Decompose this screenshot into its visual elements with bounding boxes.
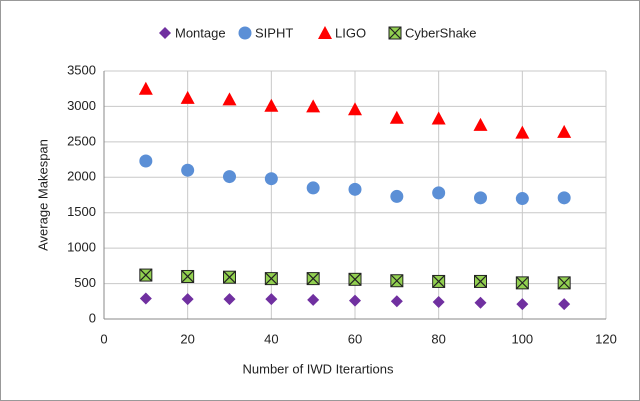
- point-part: [515, 276, 529, 290]
- y-tick-label: 3500: [67, 62, 96, 77]
- point: [388, 26, 402, 40]
- point: [515, 192, 529, 206]
- point: [223, 170, 236, 184]
- point-part: [474, 275, 487, 288]
- point: [238, 26, 252, 40]
- x-tick-label: 20: [180, 331, 194, 346]
- point: [180, 90, 195, 104]
- point: [349, 294, 361, 307]
- point: [306, 272, 320, 286]
- point: [265, 293, 278, 306]
- point: [264, 172, 278, 186]
- x-axis-title: Number of IWD Iterartions: [243, 361, 394, 376]
- point: [432, 186, 446, 200]
- point: [557, 276, 571, 290]
- point: [264, 98, 279, 112]
- point: [516, 298, 529, 311]
- point: [431, 111, 446, 125]
- point-part: [557, 276, 571, 290]
- point: [515, 276, 529, 290]
- point: [307, 293, 320, 306]
- point: [473, 117, 488, 131]
- x-tick-label: 0: [100, 331, 107, 346]
- x-tick-label: 60: [348, 331, 362, 346]
- point: [181, 163, 195, 177]
- x-tick-label: 80: [431, 331, 445, 346]
- point-part: [306, 272, 320, 286]
- point: [348, 272, 362, 286]
- y-tick-label: 1000: [67, 240, 96, 255]
- point: [390, 295, 403, 308]
- point-part: [432, 275, 446, 288]
- y-tick-label: 0: [89, 310, 96, 325]
- legend-label: Montage: [175, 25, 226, 40]
- point: [389, 110, 404, 124]
- point: [159, 27, 171, 39]
- y-tick-label: 2000: [67, 169, 96, 184]
- point: [432, 274, 446, 288]
- point-part: [223, 270, 236, 284]
- point: [223, 293, 236, 306]
- point-part: [390, 274, 404, 288]
- point-part: [388, 26, 402, 40]
- legend-label: SIPHT: [255, 25, 293, 40]
- x-tick-label: 100: [511, 331, 533, 346]
- point: [139, 154, 153, 168]
- point: [138, 81, 153, 95]
- point: [181, 293, 194, 306]
- point: [474, 191, 487, 205]
- point-part: [181, 270, 195, 283]
- legend-label: LIGO: [335, 25, 366, 40]
- point: [557, 124, 572, 138]
- point: [306, 181, 320, 195]
- point: [474, 274, 487, 288]
- point: [264, 272, 278, 286]
- y-tick-label: 1500: [67, 204, 96, 219]
- point: [390, 274, 404, 288]
- point-part: [348, 272, 362, 286]
- point: [139, 292, 152, 305]
- point: [474, 296, 487, 309]
- point-part: [139, 268, 153, 282]
- point: [318, 26, 332, 39]
- y-tick-label: 3000: [67, 98, 96, 113]
- point: [432, 295, 445, 308]
- y-tick-label: 2500: [67, 133, 96, 148]
- y-axis-title: Average Makespan: [35, 139, 50, 251]
- point: [181, 269, 195, 283]
- point: [390, 189, 404, 203]
- point: [222, 92, 237, 106]
- x-tick-label: 40: [264, 331, 278, 346]
- legend-label: CyberShake: [405, 25, 477, 40]
- y-tick-label: 500: [74, 275, 96, 290]
- point: [558, 298, 571, 311]
- point-part: [264, 272, 278, 286]
- point: [348, 182, 362, 196]
- point: [515, 125, 530, 139]
- point: [348, 102, 362, 116]
- point: [223, 270, 236, 284]
- point: [306, 99, 321, 113]
- x-tick-label: 120: [595, 331, 617, 346]
- point: [557, 191, 571, 205]
- point: [139, 268, 153, 282]
